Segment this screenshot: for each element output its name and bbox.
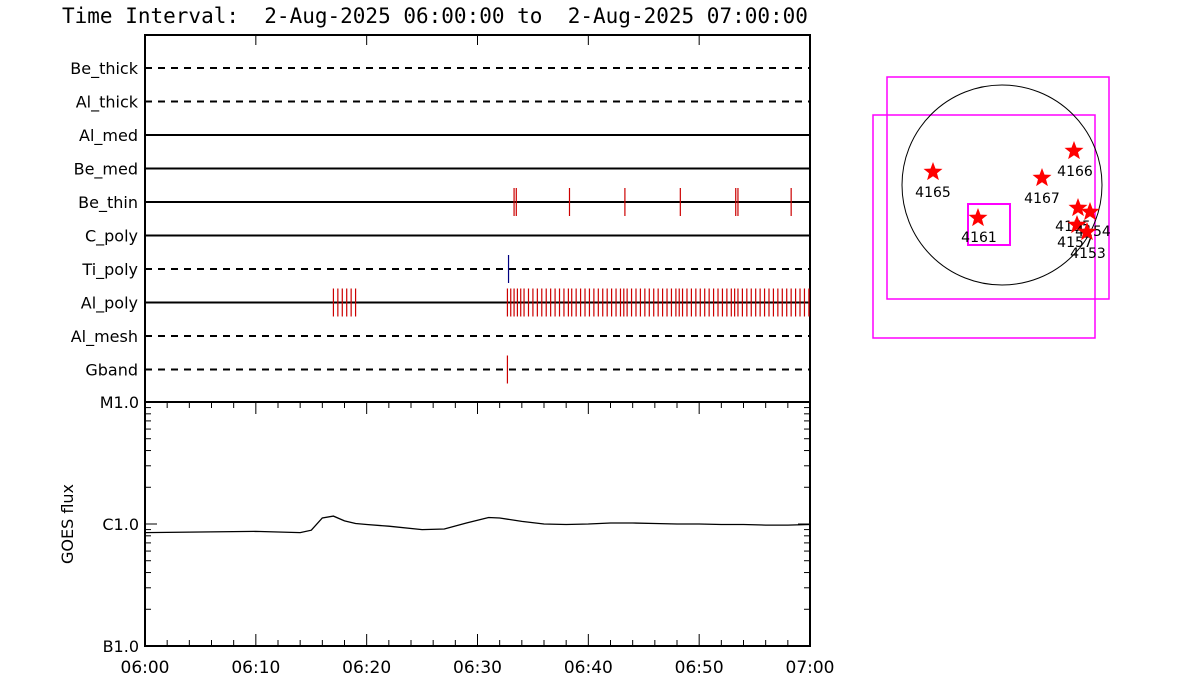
filter-label: Ti_poly (81, 260, 138, 280)
filter-label: Gband (85, 361, 138, 380)
region-label: 4167 (1024, 191, 1060, 207)
goes-x-tick-label: 06:40 (564, 658, 613, 678)
chart-title: Time Interval: 2-Aug-2025 06:00:00 to 2-… (62, 4, 808, 28)
region-star (1077, 222, 1097, 241)
region-star (923, 162, 943, 181)
filter-label: C_poly (85, 227, 138, 247)
goes-y-tick-label: M1.0 (100, 393, 139, 412)
filter-label: Be_med (74, 160, 138, 180)
region-label: 4165 (915, 185, 951, 201)
region-label: 4154 (1075, 224, 1111, 240)
region-star (1032, 168, 1052, 187)
fov-box-large (872, 114, 1096, 339)
region-label: 4157 (1057, 235, 1093, 251)
region-star (1080, 202, 1100, 221)
goes-x-tick-label: 06:10 (231, 658, 280, 678)
fov-box-small (967, 203, 1011, 246)
filter-label: Al_mesh (71, 327, 138, 347)
filter-timeline-panel: Be_thick Al_thick Al_med Be_med Be_thin C_pol… (70, 34, 811, 403)
goes-x-tick-label: 06:30 (453, 658, 502, 678)
goes-y-tick-label: C1.0 (102, 515, 139, 534)
goes-x-tick-label: 06:20 (342, 658, 391, 678)
region-star (1068, 198, 1088, 217)
goes-y-tick-label: B1.0 (103, 637, 139, 656)
solar-disk (901, 84, 1103, 286)
goes-flux-line (144, 515, 811, 534)
goes-x-tick-label: 06:00 (121, 658, 170, 678)
filter-label: Be_thick (70, 59, 138, 79)
filter-label: Al_poly (81, 294, 138, 314)
goes-y-axis-label: GOES flux (58, 484, 77, 564)
filter-label: Al_med (79, 126, 138, 146)
filter-label: Be_thin (78, 193, 138, 213)
timeline-frame (144, 34, 811, 403)
solar-disk-map: 41654166416741614155415741544153 (872, 76, 1111, 339)
goes-flux-panel: 06:00 06:10 06:20 06:30 06:40 06:50 07:00 B1.0 C… (58, 393, 835, 678)
goes-x-tick-label: 07:00 (786, 658, 835, 678)
goes-x-tick-label: 06:50 (675, 658, 724, 678)
fov-box-medium (886, 76, 1110, 300)
filter-label: Al_thick (76, 93, 139, 113)
region-star (1064, 141, 1084, 160)
region-star (968, 208, 988, 227)
region-label: 4153 (1070, 246, 1106, 262)
region-label: 4166 (1057, 164, 1093, 180)
region-star (1067, 215, 1087, 234)
region-label: 4161 (961, 230, 997, 246)
